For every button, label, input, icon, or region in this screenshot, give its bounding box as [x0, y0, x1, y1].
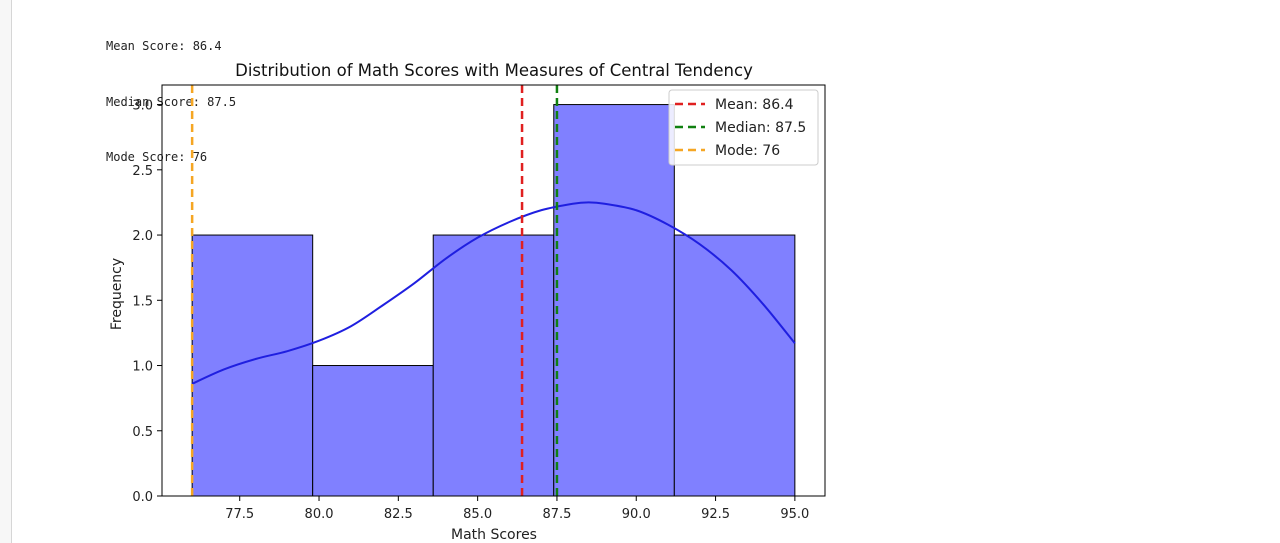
- kde-curve: [191, 201, 796, 385]
- mode-score-line: Mode Score: 76: [106, 150, 208, 164]
- histogram-bar-2: [312, 365, 434, 497]
- x-tick-label: 80.0: [305, 507, 334, 522]
- legend-label-mode-line: Mode: 76: [715, 143, 780, 159]
- notebook-gutter: [0, 0, 12, 543]
- x-tick-label: 95.0: [780, 507, 809, 522]
- histogram-bar-3: [432, 234, 555, 497]
- median-score-line: Median Score: 87.5: [106, 94, 237, 109]
- legend-box: [668, 89, 819, 166]
- x-tick-label: 90.0: [622, 507, 651, 522]
- y-tick-label: 1.5: [132, 294, 153, 309]
- y-tick-label: 2.0: [132, 229, 153, 244]
- legend-label-median-line: Median: 87.5: [715, 120, 806, 136]
- mean-score-line: Mean Score: 86.4: [106, 39, 222, 53]
- x-tick-label: 77.5: [225, 507, 254, 522]
- y-tick-label: 3.0: [132, 99, 153, 114]
- y-axis-label: Frequency: [109, 258, 125, 330]
- legend-label-mean-line: Mean: 86.4: [715, 97, 794, 113]
- y-tick-label: 0.5: [132, 425, 153, 440]
- plot-area: 77.5 80.0 82.5 85.0 87.5 90.0 92.5 95.0 0.0 0.5 1.…: [132, 84, 826, 522]
- x-tick-label: 82.5: [384, 507, 413, 522]
- x-axis-label: Math Scores: [451, 527, 537, 543]
- histogram-bar-1: [191, 234, 314, 497]
- y-tick-label: 0.0: [132, 490, 153, 505]
- cell-output: Mean Score: 86.4 Median Score: 87.5 Mode…: [106, 0, 236, 185]
- x-tick-label: 87.5: [542, 507, 571, 522]
- y-tick-label: 1.0: [132, 360, 153, 375]
- chart-title: Distribution of Math Scores with Measure…: [235, 61, 753, 80]
- x-tick-label: 85.0: [463, 507, 492, 522]
- x-tick-label: 92.5: [701, 507, 730, 522]
- histogram-bar-4: [553, 104, 675, 497]
- histogram-bar-5: [673, 234, 796, 497]
- axes-frame: [161, 84, 826, 497]
- y-tick-label: 2.5: [132, 164, 153, 179]
